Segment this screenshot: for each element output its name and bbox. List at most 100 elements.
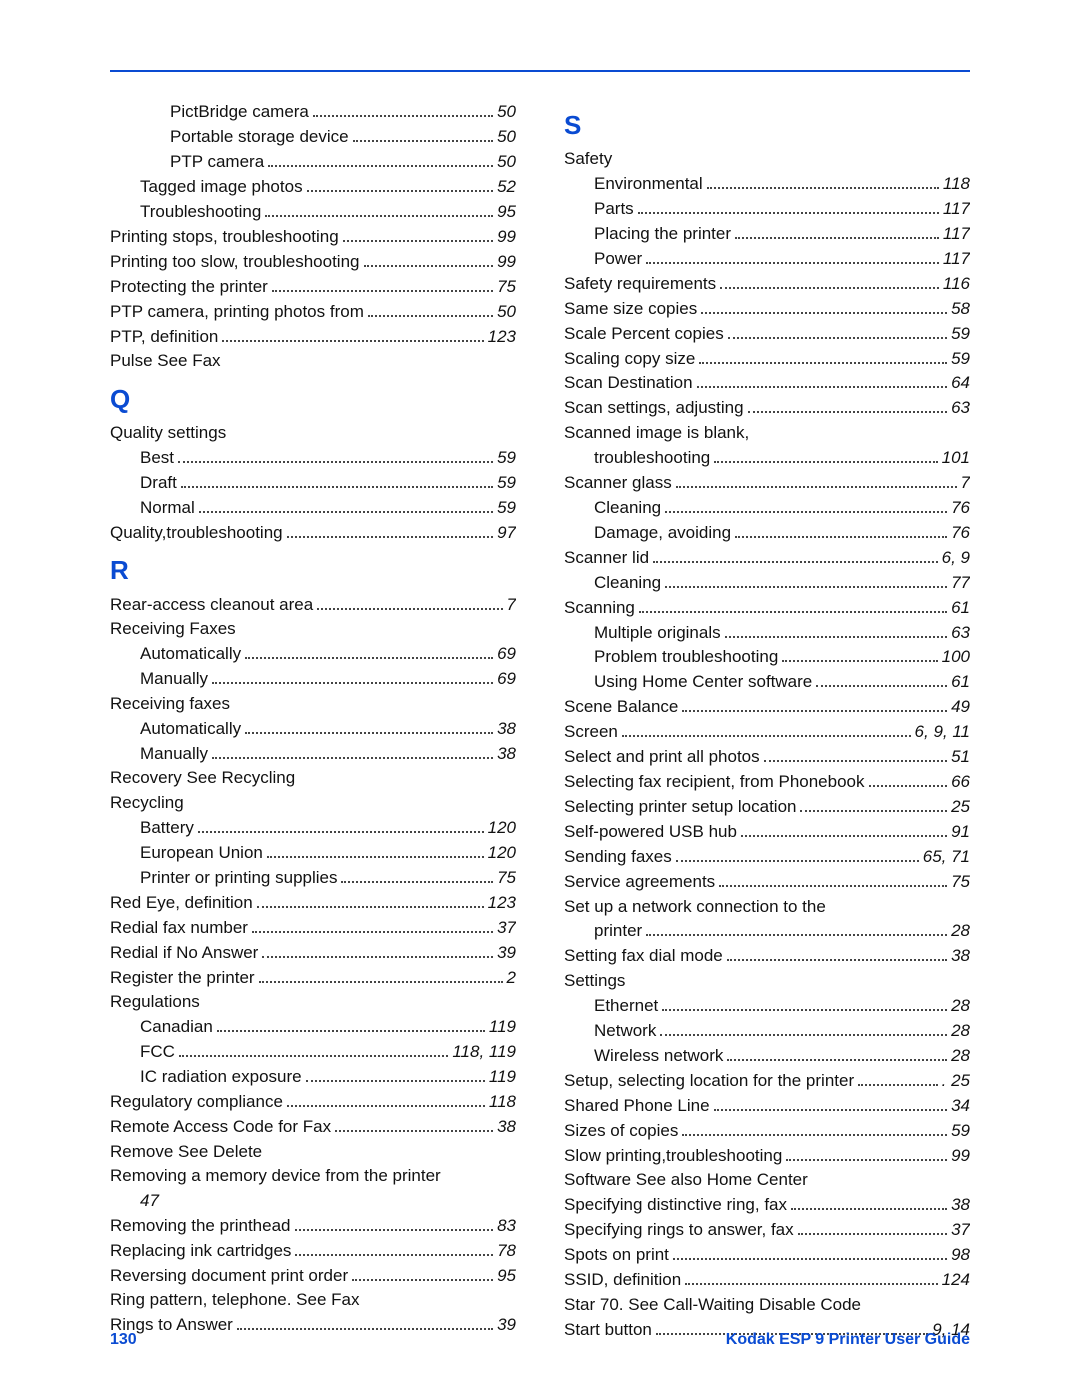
leader-dots xyxy=(245,642,493,659)
leader-dots xyxy=(682,695,947,712)
entry-page: 50 xyxy=(497,125,516,150)
leader-dots xyxy=(707,172,939,189)
entry-label: Recovery See Recycling xyxy=(110,766,295,791)
index-entry: Portable storage device50 xyxy=(110,125,516,150)
leader-dots xyxy=(682,1118,947,1135)
entry-page: 38 xyxy=(497,742,516,767)
index-entry: Regulations xyxy=(110,990,516,1015)
entry-label: Redial if No Answer xyxy=(110,941,258,966)
index-entry: Scan settings, adjusting63 xyxy=(564,396,970,421)
leader-dots xyxy=(720,271,939,288)
header-rule xyxy=(110,70,970,72)
leader-dots xyxy=(673,1243,947,1260)
section-letter: S xyxy=(564,110,970,141)
entry-label: Protecting the printer xyxy=(110,275,268,300)
entry-label: Sending faxes xyxy=(564,845,672,870)
entry-label: Reversing document print order xyxy=(110,1264,348,1289)
index-entry: Printer or printing supplies75 xyxy=(110,866,516,891)
index-entry: Pulse See Fax xyxy=(110,349,516,374)
leader-dots xyxy=(697,371,948,388)
entry-page: 7 xyxy=(961,471,970,496)
index-entry: Ethernet28 xyxy=(564,994,970,1019)
index-entry: Scanning61 xyxy=(564,595,970,620)
entry-page: 63 xyxy=(951,396,970,421)
leader-dots xyxy=(719,870,947,887)
index-entry: Normal59 xyxy=(110,496,516,521)
entry-page: 91 xyxy=(951,820,970,845)
leader-dots xyxy=(259,965,503,982)
entry-page: 38 xyxy=(497,717,516,742)
index-entry: European Union120 xyxy=(110,841,516,866)
index-entry: Quality settings xyxy=(110,421,516,446)
leader-dots xyxy=(782,645,937,662)
index-entry: Canadian119 xyxy=(110,1015,516,1040)
entry-label: Pulse See Fax xyxy=(110,349,221,374)
entry-page: 28 xyxy=(951,919,970,944)
leader-dots xyxy=(313,100,493,117)
entry-label: Setup, selecting location for the printe… xyxy=(564,1069,854,1094)
entry-label: troubleshooting xyxy=(594,446,710,471)
leader-dots xyxy=(741,820,947,837)
leader-dots xyxy=(728,321,947,338)
index-entry: printer28 xyxy=(564,919,970,944)
entry-page: 59 xyxy=(951,347,970,372)
leader-dots xyxy=(212,667,493,684)
index-entry: Draft59 xyxy=(110,471,516,496)
entry-label: Environmental xyxy=(594,172,703,197)
index-entry: Receiving faxes xyxy=(110,692,516,717)
leader-dots xyxy=(665,496,947,513)
entry-label: Safety requirements xyxy=(564,272,716,297)
index-entry: Screen6, 9, 11 xyxy=(564,720,970,745)
index-entry: 47 xyxy=(110,1189,516,1214)
leader-dots xyxy=(199,496,493,513)
entry-label: Scanned image is blank, xyxy=(564,421,749,446)
index-entry: Setting fax dial mode38 xyxy=(564,944,970,969)
entry-page: 49 xyxy=(951,695,970,720)
index-entry: Shared Phone Line34 xyxy=(564,1093,970,1118)
leader-dots xyxy=(858,1069,938,1086)
leader-dots xyxy=(638,197,939,214)
entry-page: 117 xyxy=(943,197,970,222)
entry-page: 61 xyxy=(951,596,970,621)
entry-label: Power xyxy=(594,247,642,272)
index-entry: SSID, definition124 xyxy=(564,1268,970,1293)
index-entry: Environmental118 xyxy=(564,172,970,197)
entry-label: FCC xyxy=(140,1040,175,1065)
leader-dots xyxy=(295,1213,494,1230)
entry-page: 39 xyxy=(497,941,516,966)
leader-dots xyxy=(181,471,493,488)
entry-label: Replacing ink cartridges xyxy=(110,1239,291,1264)
index-entry: IC radiation exposure119 xyxy=(110,1065,516,1090)
entry-page: 6, 9 xyxy=(942,546,970,571)
footer-title: Kodak ESP 9 Printer User Guide xyxy=(726,1331,970,1349)
leader-dots xyxy=(317,592,502,609)
index-entry: Safety requirements116 xyxy=(564,271,970,296)
index-entry: Selecting fax recipient, from Phonebook6… xyxy=(564,770,970,795)
entry-label: Scene Balance xyxy=(564,695,678,720)
leader-dots xyxy=(179,1040,448,1057)
entry-page: 38 xyxy=(497,1115,516,1140)
entry-page: 77 xyxy=(951,571,970,596)
entry-label: Same size copies xyxy=(564,297,697,322)
index-entry: Sizes of copies59 xyxy=(564,1118,970,1143)
index-entry: Sending faxes65, 71 xyxy=(564,845,970,870)
entry-page: 95 xyxy=(497,1264,516,1289)
section-letter: R xyxy=(110,555,516,586)
index-entry: Receiving Faxes xyxy=(110,617,516,642)
leader-dots xyxy=(217,1015,485,1032)
entry-label: Select and print all photos xyxy=(564,745,760,770)
index-entry: Recovery See Recycling xyxy=(110,766,516,791)
entry-page: 78 xyxy=(497,1239,516,1264)
index-entry: Replacing ink cartridges 78 xyxy=(110,1238,516,1263)
right-column: SSafetyEnvironmental118Parts117Placing t… xyxy=(564,100,970,1342)
entry-page: 38 xyxy=(951,1193,970,1218)
index-entry: Wireless network28 xyxy=(564,1044,970,1069)
index-entry: Automatically69 xyxy=(110,642,516,667)
index-entry: PictBridge camera50 xyxy=(110,100,516,125)
leader-dots xyxy=(237,1313,493,1330)
entry-label: PTP camera, printing photos from xyxy=(110,300,364,325)
entry-page: 6, 9, 11 xyxy=(915,720,970,745)
entry-page: 50 xyxy=(497,300,516,325)
leader-dots xyxy=(714,446,937,463)
leader-dots xyxy=(786,1143,947,1160)
